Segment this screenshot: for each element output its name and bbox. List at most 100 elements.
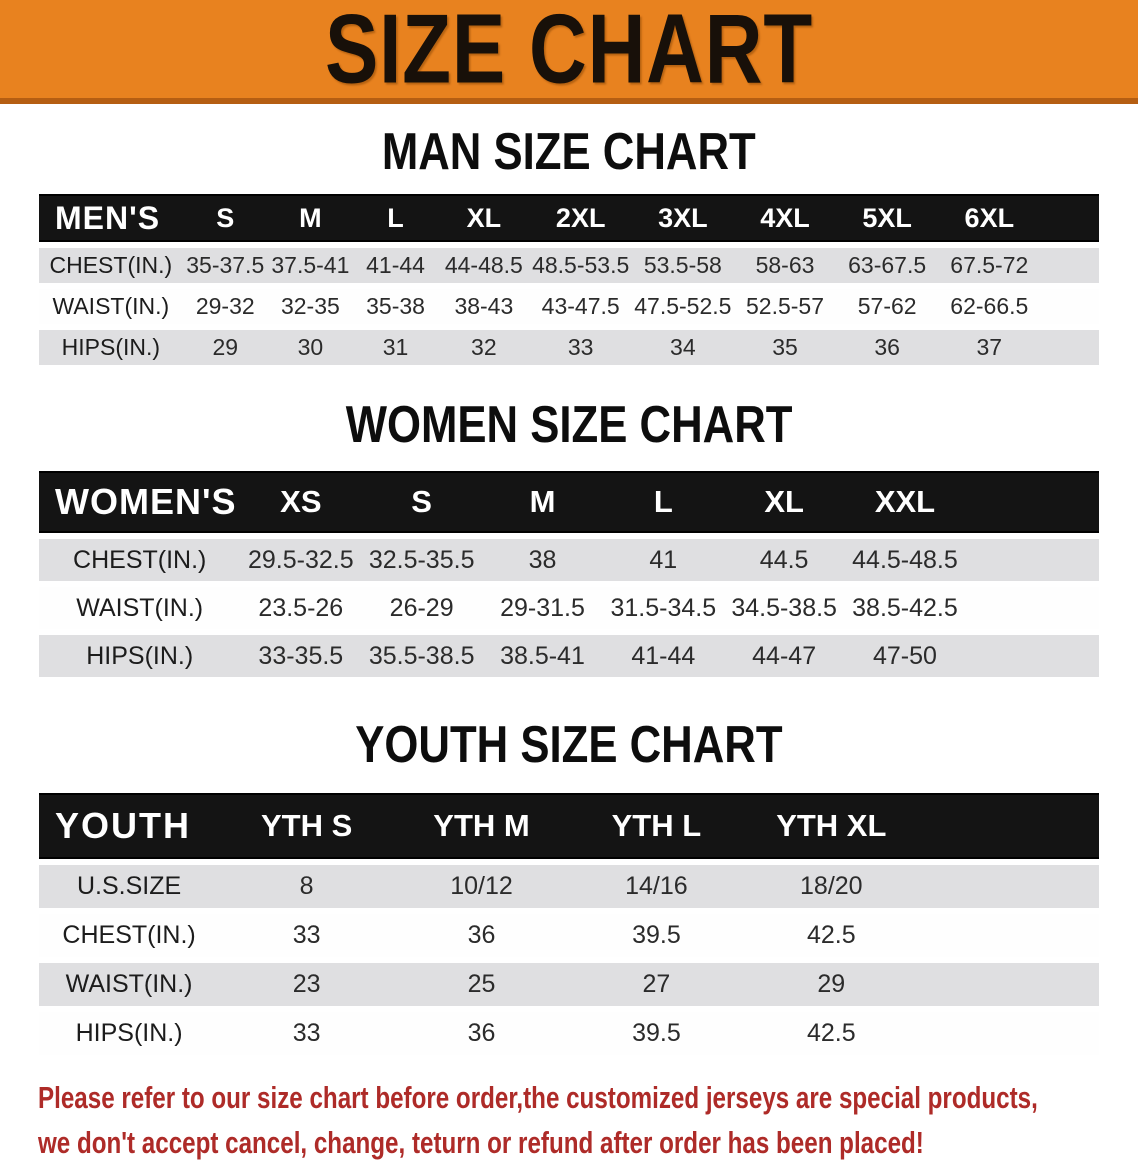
column-header: 2XL [529,194,632,242]
section-title: WOMEN SIZE CHART [345,394,793,454]
row-filler [965,581,1099,629]
size-value: 58-63 [733,242,837,283]
size-section-men: MAN SIZE CHART MEN'S S M L XL 2XL 3XL 4XL 5XL 6XL C… [0,121,1138,365]
size-value: 29-31.5 [482,581,603,629]
row-label: WAIST(IN.) [39,957,220,1006]
section-title: YOUTH SIZE CHART [355,714,783,774]
size-value: 41-44 [352,242,439,283]
column-header: M [482,471,603,533]
size-value: 35-38 [352,283,439,324]
size-value: 18/20 [743,859,919,908]
row-filler [1040,324,1099,365]
table-header-label: WOMEN'S [39,471,241,533]
column-header: XL [723,471,845,533]
size-value: 53.5-58 [631,242,734,283]
table-row: HIPS(IN.) 29 30 31 32 33 34 35 36 37 [39,324,1099,365]
row-filler [965,533,1099,581]
table-row: CHEST(IN.) 29.5-32.5 32.5-35.5 38 41 44.5 44.5… [39,533,1099,581]
size-value: 44.5 [723,533,845,581]
column-header: S [182,194,268,242]
size-value: 35.5-38.5 [361,629,483,677]
size-value: 39.5 [568,908,744,957]
size-value: 41-44 [602,629,724,677]
size-value: 38-43 [438,283,530,324]
size-value: 36 [836,324,939,365]
column-header: 6XL [938,194,1041,242]
column-header: S [361,471,483,533]
size-value: 44.5-48.5 [844,533,966,581]
size-value: 25 [394,957,569,1006]
size-value: 36 [394,1006,569,1055]
size-sections: MAN SIZE CHART MEN'S S M L XL 2XL 3XL 4XL 5XL 6XL C… [0,121,1138,1055]
size-value: 23.5-26 [240,581,362,629]
size-value: 27 [568,957,744,1006]
header-filler [965,471,1099,533]
size-value: 14/16 [568,859,744,908]
size-value: 31 [352,324,439,365]
size-value: 34.5-38.5 [723,581,845,629]
size-value: 29 [182,324,268,365]
table-row: U.S.SIZE 8 10/12 14/16 18/20 [39,859,1099,908]
disclaimer-line-2: we don't accept cancel, change, teturn o… [38,1125,924,1160]
size-value: 33 [529,324,632,365]
row-label: U.S.SIZE [39,859,220,908]
table-header-row: MEN'S S M L XL 2XL 3XL 4XL 5XL 6XL [39,194,1099,242]
column-header: 4XL [733,194,837,242]
column-header: 5XL [836,194,939,242]
size-value: 41 [602,533,724,581]
size-value: 35 [733,324,837,365]
size-table-men: MEN'S S M L XL 2XL 3XL 4XL 5XL 6XL CHEST(IN.) 35-37… [39,194,1099,365]
size-value: 37.5-41 [267,242,353,283]
column-header: L [602,471,724,533]
column-header: YTH M [394,793,569,859]
size-value: 43-47.5 [529,283,632,324]
size-value: 52.5-57 [733,283,837,324]
size-value: 57-62 [836,283,939,324]
size-value: 32-35 [267,283,353,324]
size-value: 37 [938,324,1041,365]
table-row: CHEST(IN.) 35-37.5 37.5-41 41-44 44-48.5 48.5… [39,242,1099,283]
size-value: 8 [219,859,395,908]
size-value: 36 [394,908,569,957]
size-value: 47-50 [844,629,966,677]
size-value: 29 [743,957,919,1006]
row-filler [918,1006,1099,1055]
size-value: 32.5-35.5 [361,533,483,581]
size-section-youth: YOUTH SIZE CHART YOUTH YTH S YTH M YTH L YTH … [0,714,1138,1055]
size-value: 32 [438,324,530,365]
size-value: 34 [631,324,734,365]
row-label: HIPS(IN.) [39,629,241,677]
size-value: 30 [267,324,353,365]
column-header: M [267,194,353,242]
table-row: HIPS(IN.) 33 36 39.5 42.5 [39,1006,1099,1055]
column-header: XS [240,471,362,533]
section-title: MAN SIZE CHART [382,121,756,181]
column-header: L [352,194,439,242]
table-row: WAIST(IN.) 23.5-26 26-29 29-31.5 31.5-34.5 34… [39,581,1099,629]
size-value: 44-47 [723,629,845,677]
size-value: 26-29 [361,581,483,629]
size-value: 67.5-72 [938,242,1041,283]
column-header: XL [438,194,530,242]
table-row: CHEST(IN.) 33 36 39.5 42.5 [39,908,1099,957]
size-value: 33 [219,1006,395,1055]
table-header-row: YOUTH YTH S YTH M YTH L YTH XL [39,793,1099,859]
column-header: 3XL [631,194,734,242]
size-value: 38.5-42.5 [844,581,966,629]
size-value: 44-48.5 [438,242,530,283]
disclaimer-line-1: Please refer to our size chart before or… [38,1080,1038,1115]
disclaimer: Please refer to our size chart before or… [0,1075,1138,1165]
row-label: CHEST(IN.) [39,533,241,581]
size-value: 38 [482,533,603,581]
row-label: HIPS(IN.) [39,1006,220,1055]
header-filler [1040,194,1099,242]
banner: SIZE CHART [0,0,1138,104]
size-section-women: WOMEN SIZE CHART WOMEN'S XS S M L XL XXL CHEST(I… [0,394,1138,677]
size-value: 29-32 [182,283,268,324]
row-filler [918,957,1099,1006]
size-value: 29.5-32.5 [240,533,362,581]
header-filler [918,793,1099,859]
size-value: 23 [219,957,395,1006]
banner-title: SIZE CHART [325,0,813,104]
